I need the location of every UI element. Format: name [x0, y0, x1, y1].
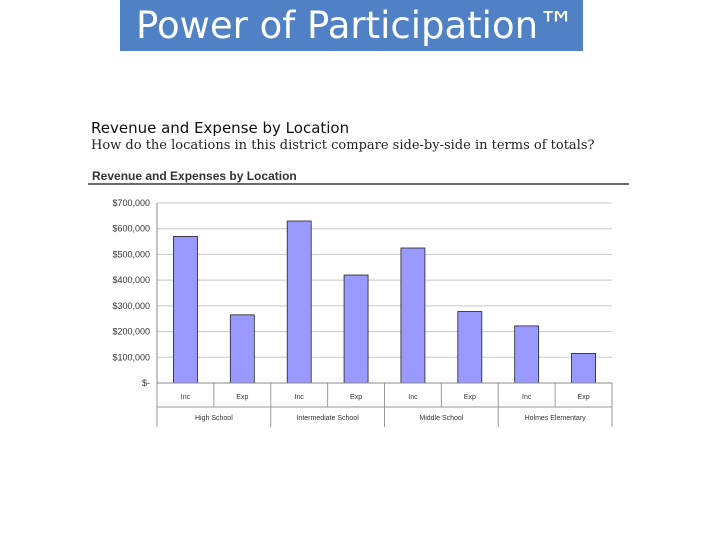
chart-title-rule: [88, 183, 629, 185]
bar: [173, 236, 198, 384]
section-subtitle: How do the locations in this district co…: [91, 138, 595, 153]
x-group-label: Middle School: [419, 415, 463, 422]
x-bar-label: Inc: [295, 394, 305, 401]
x-bar-label: Inc: [181, 394, 191, 401]
y-tick-label: $300,000: [112, 301, 150, 311]
bar: [229, 314, 255, 384]
y-tick-label: $100,000: [112, 352, 150, 362]
x-bar-label: Exp: [236, 394, 248, 401]
x-group-label: Intermediate School: [296, 415, 359, 422]
bar: [286, 220, 312, 384]
x-bar-label: Exp: [578, 394, 590, 401]
y-tick-label: $200,000: [112, 327, 150, 337]
y-tick-label: $-: [142, 378, 150, 388]
bar: [343, 274, 369, 384]
x-bar-label: Exp: [350, 394, 362, 401]
x-bar-label: Exp: [464, 394, 476, 401]
presentation-title-banner: Power of Participation™: [120, 0, 583, 51]
y-tick-label: $500,000: [112, 249, 150, 259]
bar: [571, 353, 596, 384]
chart-title: Revenue and Expenses by Location: [92, 169, 297, 183]
presentation-title: Power of Participation™: [136, 4, 576, 47]
y-tick-label: $700,000: [112, 198, 150, 208]
x-group-label: Holmes Elementary: [525, 415, 587, 422]
section-title: Revenue and Expense by Location: [91, 119, 350, 137]
y-tick-label: $600,000: [112, 224, 150, 234]
x-bar-label: Inc: [522, 394, 532, 401]
x-bar-label: Inc: [408, 394, 418, 401]
bar: [514, 325, 540, 384]
bar: [400, 247, 426, 384]
y-tick-label: $400,000: [112, 275, 150, 285]
bar: [457, 311, 483, 384]
x-group-label: High School: [195, 415, 233, 422]
